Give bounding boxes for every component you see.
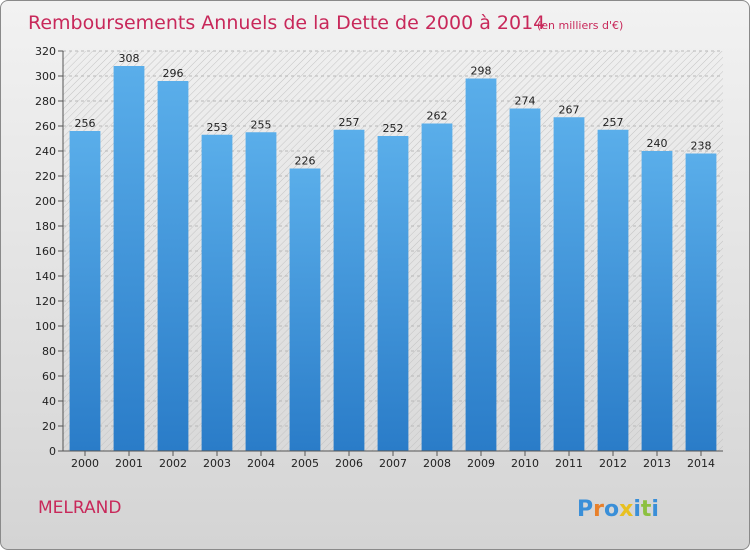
x-tick-label: 2012 xyxy=(599,457,627,470)
x-tick-label: 2001 xyxy=(115,457,143,470)
bar xyxy=(69,131,101,451)
y-tick-label: 40 xyxy=(42,395,56,408)
bar xyxy=(465,78,497,451)
logo-letter: t xyxy=(641,497,652,522)
bar-value-label: 262 xyxy=(427,110,448,123)
logo-letter: o xyxy=(604,497,619,522)
bar-value-label: 274 xyxy=(515,95,536,108)
y-tick-label: 80 xyxy=(42,345,56,358)
bar-value-label: 296 xyxy=(163,67,184,80)
y-tick-label: 240 xyxy=(35,145,56,158)
y-tick-label: 300 xyxy=(35,70,56,83)
proxiti-logo: Proxiti xyxy=(577,497,659,522)
bar xyxy=(289,168,321,451)
x-tick-label: 2011 xyxy=(555,457,583,470)
bar xyxy=(421,123,453,451)
x-tick-label: 2002 xyxy=(159,457,187,470)
x-tick-label: 2013 xyxy=(643,457,671,470)
bar xyxy=(157,81,189,451)
x-tick-label: 2003 xyxy=(203,457,231,470)
town-name: MELRAND xyxy=(38,498,121,518)
x-tick-label: 2005 xyxy=(291,457,319,470)
bar xyxy=(509,108,541,451)
bar-value-label: 257 xyxy=(603,116,624,129)
y-tick-label: 120 xyxy=(35,295,56,308)
logo-letter: i xyxy=(651,497,659,522)
y-tick-label: 100 xyxy=(35,320,56,333)
bar xyxy=(641,151,673,451)
y-tick-label: 140 xyxy=(35,270,56,283)
bar xyxy=(553,117,585,451)
bar-value-label: 298 xyxy=(471,65,492,78)
y-tick-label: 60 xyxy=(42,370,56,383)
y-tick-label: 160 xyxy=(35,245,56,258)
x-tick-label: 2000 xyxy=(71,457,99,470)
bar-value-label: 267 xyxy=(559,103,580,116)
x-tick-label: 2006 xyxy=(335,457,363,470)
chart-subtitle: (en milliers d'€) xyxy=(537,19,623,32)
y-tick-label: 20 xyxy=(42,420,56,433)
x-tick-label: 2010 xyxy=(511,457,539,470)
x-axis-ticks: 2000 2001 2002 2003 2004 2005 2006 2007 2008 2009… xyxy=(71,451,715,470)
bar-value-label: 257 xyxy=(339,116,360,129)
bar xyxy=(333,129,365,451)
x-tick-label: 2007 xyxy=(379,457,407,470)
bar xyxy=(685,153,717,451)
logo-letter: x xyxy=(619,497,633,522)
y-tick-label: 280 xyxy=(35,95,56,108)
x-tick-label: 2014 xyxy=(687,457,715,470)
bar-value-label: 226 xyxy=(295,155,316,168)
bars: 256 308 296 253 255 226 257 252 262 298 274 267 257 2… xyxy=(69,52,717,451)
bar xyxy=(597,129,629,451)
bar xyxy=(201,134,233,451)
y-tick-label: 320 xyxy=(35,45,56,58)
bar-value-label: 253 xyxy=(207,121,228,134)
bar-value-label: 256 xyxy=(75,117,96,130)
logo-letter: i xyxy=(633,497,641,522)
bar-value-label: 308 xyxy=(119,52,140,65)
bar-value-label: 238 xyxy=(691,140,712,153)
y-tick-label: 220 xyxy=(35,170,56,183)
y-tick-label: 260 xyxy=(35,120,56,133)
bar xyxy=(245,132,277,451)
bar-value-label: 240 xyxy=(647,137,668,150)
x-tick-label: 2004 xyxy=(247,457,275,470)
bar xyxy=(377,136,409,451)
bar xyxy=(113,66,145,451)
y-tick-label: 200 xyxy=(35,195,56,208)
bar-value-label: 255 xyxy=(251,118,272,131)
y-tick-label: 0 xyxy=(49,445,56,458)
logo-letter: r xyxy=(593,497,604,522)
bar-value-label: 252 xyxy=(383,122,404,135)
chart-title: Remboursements Annuels de la Dette de 20… xyxy=(28,12,545,34)
y-tick-label: 180 xyxy=(35,220,56,233)
x-tick-label: 2008 xyxy=(423,457,451,470)
logo-letter: P xyxy=(577,497,593,522)
x-tick-label: 2009 xyxy=(467,457,495,470)
y-axis-ticks: 0 20 40 60 80 100 120 140 160 180 200 220 240 260 280 3… xyxy=(35,45,723,458)
